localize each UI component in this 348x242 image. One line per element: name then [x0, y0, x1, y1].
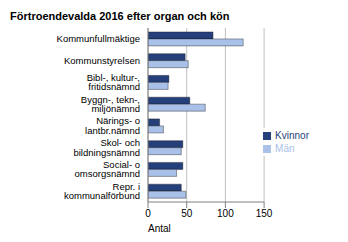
svg-text:50: 50 [181, 208, 193, 219]
svg-text:150: 150 [256, 208, 273, 219]
svg-text:Bibl-, kultur-,fritidsnämnd: Bibl-, kultur-,fritidsnämnd [87, 72, 140, 93]
html-text:Kvinnor: Kvinnor [275, 130, 309, 141]
svg-text:Skol- ochbildningsnämnd: Skol- ochbildningsnämnd [73, 137, 140, 158]
html-text:Förtroendevalda 2016 efter org: Förtroendevalda 2016 efter organ och kön [10, 10, 230, 22]
svg-text:Kommunstyrelsen: Kommunstyrelsen [64, 55, 140, 66]
html-text:Män: Män [275, 143, 295, 154]
svg-text:100: 100 [217, 208, 234, 219]
svg-text:0: 0 [145, 208, 151, 219]
svg-text:Social- oomsorgsnämnd: Social- oomsorgsnämnd [75, 159, 140, 180]
svg-text:Kommunfullmäktige: Kommunfullmäktige [57, 33, 140, 44]
svg-text:Repr. ikommunalförbund: Repr. ikommunalförbund [64, 181, 140, 202]
svg-text:Närings- olantbr.nämnd: Närings- olantbr.nämnd [85, 115, 140, 136]
svg-text:Byggn-, tekn-,miljönämnd: Byggn-, tekn-,miljönämnd [81, 94, 140, 115]
svg-text:Antal: Antal [148, 223, 171, 234]
